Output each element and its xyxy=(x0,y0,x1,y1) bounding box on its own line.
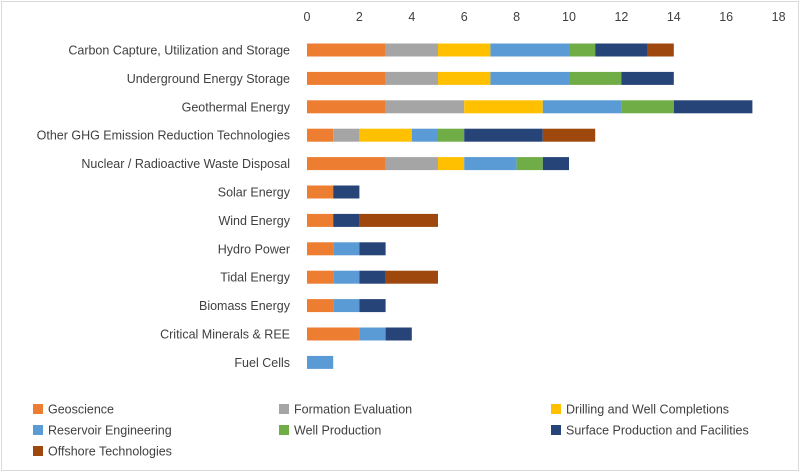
bar-segment xyxy=(385,71,438,85)
bar-segment xyxy=(333,270,360,284)
x-tick-label: 12 xyxy=(614,10,628,24)
legend-swatch xyxy=(33,404,43,414)
bar-segment xyxy=(516,157,543,171)
bar-segment xyxy=(621,100,674,114)
category-label: Carbon Capture, Utilization and Storage xyxy=(68,44,290,58)
bar-segment xyxy=(411,128,438,142)
bar-segment xyxy=(307,213,334,227)
bar-segment xyxy=(359,299,386,313)
bar-segment xyxy=(359,213,438,227)
bar-segment xyxy=(307,43,386,57)
legend-label: Well Production xyxy=(294,424,381,438)
category-labels: Carbon Capture, Utilization and Storage U… xyxy=(37,44,291,370)
legend: Geoscience Formation Evaluation Drilling a… xyxy=(33,403,749,459)
bar-segment xyxy=(385,100,465,114)
x-tick-label: 16 xyxy=(719,10,733,24)
category-label: Other GHG Emission Reduction Technologie… xyxy=(37,129,290,143)
legend-swatch xyxy=(551,425,561,435)
bar-segment xyxy=(359,270,386,284)
bar-segment xyxy=(333,299,360,313)
legend-label: Formation Evaluation xyxy=(294,403,412,417)
category-label: Nuclear / Radioactive Waste Disposal xyxy=(81,157,290,171)
bar-segment xyxy=(490,71,569,85)
bar-segment xyxy=(385,327,412,341)
bar-segment xyxy=(542,157,569,171)
x-tick-label: 6 xyxy=(461,10,468,24)
category-label: Underground Energy Storage xyxy=(127,72,290,86)
bar-segment xyxy=(359,242,386,256)
bar-segment xyxy=(333,242,360,256)
bar-segment xyxy=(647,43,674,57)
bar-segment xyxy=(307,128,334,142)
category-label: Solar Energy xyxy=(218,186,291,200)
legend-label: Surface Production and Facilities xyxy=(566,424,749,438)
category-label: Fuel Cells xyxy=(234,356,290,370)
bar-segment xyxy=(385,157,438,171)
bar-segment xyxy=(307,270,334,284)
bar-segment xyxy=(464,100,543,114)
bar-segment xyxy=(359,128,412,142)
bar-segment xyxy=(333,213,360,227)
legend-swatch xyxy=(279,425,289,435)
category-label: Hydro Power xyxy=(218,242,290,256)
x-tick-label: 14 xyxy=(667,10,681,24)
bar-segment xyxy=(542,128,596,142)
bar-segment xyxy=(673,100,753,114)
bar-segment xyxy=(307,185,334,199)
x-axis-ticks: 0 2 4 6 8 10 12 14 16 18 xyxy=(304,10,786,24)
category-label: Geothermal Energy xyxy=(182,100,291,114)
legend-swatch xyxy=(33,425,43,435)
bar-segment xyxy=(438,157,465,171)
legend-label: Offshore Technologies xyxy=(48,445,172,459)
legend-swatch xyxy=(33,446,43,456)
bar-segment xyxy=(542,100,622,114)
bar-segment xyxy=(438,43,491,57)
bar-segment xyxy=(621,71,674,85)
x-tick-label: 18 xyxy=(772,10,786,24)
bar-segment xyxy=(385,43,438,57)
x-tick-label: 2 xyxy=(356,10,363,24)
legend-swatch xyxy=(279,404,289,414)
bar-segment xyxy=(438,128,465,142)
bar-segment xyxy=(569,71,622,85)
bar-segment xyxy=(333,185,360,199)
legend-label: Reservoir Engineering xyxy=(48,424,172,438)
bar-segment xyxy=(438,71,491,85)
legend-label: Geoscience xyxy=(48,403,114,417)
bar-segment xyxy=(307,327,360,341)
x-tick-label: 4 xyxy=(408,10,415,24)
bar-segment xyxy=(307,157,386,171)
bar-segment xyxy=(464,157,517,171)
legend-swatch xyxy=(551,404,561,414)
bar-segment xyxy=(595,43,648,57)
category-label: Biomass Energy xyxy=(199,299,291,313)
bars xyxy=(307,43,753,369)
legend-label: Drilling and Well Completions xyxy=(566,403,729,417)
bar-segment xyxy=(307,71,386,85)
bar-segment xyxy=(490,43,569,57)
category-label: Wind Energy xyxy=(218,214,290,228)
x-tick-label: 0 xyxy=(304,10,311,24)
x-tick-label: 8 xyxy=(513,10,520,24)
category-label: Critical Minerals & REE xyxy=(160,328,290,342)
bar-segment xyxy=(385,270,438,284)
category-label: Tidal Energy xyxy=(220,271,290,285)
bar-segment xyxy=(569,43,596,57)
bar-segment xyxy=(307,100,386,114)
x-tick-label: 10 xyxy=(562,10,576,24)
bar-segment xyxy=(307,242,334,256)
bar-segment xyxy=(307,355,334,369)
bar-segment xyxy=(333,128,360,142)
bar-segment xyxy=(307,299,334,313)
bar-segment xyxy=(359,327,386,341)
bar-segment xyxy=(464,128,543,142)
